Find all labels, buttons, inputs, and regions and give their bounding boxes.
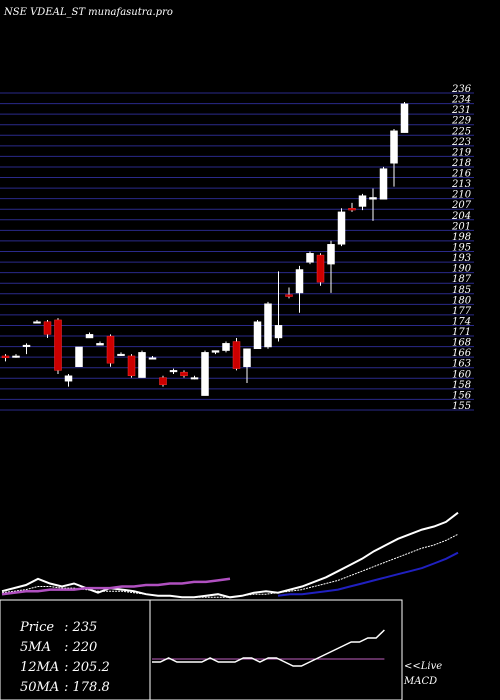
- y-tick-label: 163: [452, 359, 471, 370]
- y-tick-label: 216: [451, 169, 472, 180]
- candle-body: [85, 334, 94, 339]
- candle-body: [117, 353, 125, 356]
- ma5-label: 5MA: [20, 640, 51, 655]
- candle-body: [43, 321, 52, 335]
- candle-body: [169, 370, 178, 373]
- ma-line-ma_short: [1, 511, 459, 599]
- ma5-value: : 220: [64, 640, 97, 655]
- y-tick-label: 231: [451, 105, 471, 116]
- y-tick-label: 219: [451, 147, 472, 158]
- ma50-value: : 178.8: [64, 680, 110, 695]
- candle-body: [138, 352, 146, 378]
- y-tick-label: 198: [452, 232, 471, 243]
- price-value: : 235: [64, 620, 97, 635]
- candle-body: [12, 355, 20, 358]
- y-tick-label: 187: [452, 274, 472, 285]
- ma12-label: 12MA: [20, 660, 59, 675]
- y-tick-label: 225: [451, 126, 471, 137]
- candlesticks: [1, 102, 409, 396]
- y-tick-label: 218: [451, 158, 471, 169]
- y-tick-label: 207: [451, 200, 472, 211]
- y-tick-label: 158: [452, 380, 471, 391]
- candle-body: [295, 269, 304, 294]
- macd-line: [152, 629, 385, 667]
- candle-body: [201, 352, 209, 396]
- candle-body: [253, 321, 262, 350]
- macd-label: MACD: [403, 676, 437, 687]
- candle-body: [390, 130, 398, 164]
- macd-live-label: <<Live: [404, 661, 442, 672]
- y-tick-label: 210: [451, 190, 472, 201]
- ma50-label: 50MA: [20, 680, 59, 695]
- candle-body: [285, 294, 293, 297]
- candle-body: [64, 375, 73, 382]
- candle-body: [264, 303, 272, 348]
- y-tick-label: 193: [452, 253, 471, 264]
- ma-line-ma_long: [277, 551, 459, 597]
- y-tick-label: 155: [452, 401, 471, 412]
- y-tick-label: 180: [452, 295, 472, 306]
- candle-body: [33, 321, 41, 324]
- y-tick-label: 177: [452, 306, 472, 317]
- candle-body: [379, 168, 388, 200]
- y-tick-label: 229: [451, 116, 472, 127]
- y-tick-label: 156: [452, 390, 472, 401]
- price-axis-ticks: 2362342312292252232192182162132102072042…: [451, 84, 472, 412]
- y-tick-label: 234: [451, 95, 471, 106]
- chart-title: NSE VDEAL_ST munafasutra.pro: [3, 7, 173, 18]
- candle-body: [1, 355, 10, 359]
- y-tick-label: 171: [452, 327, 471, 338]
- candle-body: [148, 357, 157, 360]
- moving-averages: [1, 511, 459, 599]
- candle-body: [243, 348, 251, 368]
- candle-body: [274, 325, 283, 339]
- macd-panel: <<Live MACD: [149, 599, 442, 700]
- y-tick-label: 195: [452, 243, 471, 254]
- candle-body: [348, 208, 356, 211]
- y-tick-label: 168: [452, 338, 471, 349]
- candle-body: [96, 343, 104, 346]
- ma-line-ma_violet: [1, 577, 231, 596]
- y-tick-label: 166: [452, 348, 472, 359]
- candle-body: [180, 371, 188, 377]
- y-tick-label: 213: [451, 179, 471, 190]
- candle-body: [75, 346, 83, 368]
- candle-body: [358, 195, 367, 207]
- price-label: Price: [19, 620, 54, 635]
- candle-body: [127, 355, 136, 377]
- candle-body: [400, 103, 409, 133]
- candle-body: [337, 211, 346, 245]
- candle-body: [54, 319, 62, 371]
- y-tick-label: 174: [452, 316, 471, 327]
- candle-body: [306, 253, 314, 263]
- candle-body: [316, 254, 325, 283]
- y-tick-label: 223: [451, 137, 471, 148]
- y-tick-label: 185: [452, 285, 471, 296]
- candle-body: [369, 197, 377, 200]
- candle-body: [22, 344, 31, 347]
- candle-body: [222, 343, 230, 351]
- candle-body: [190, 377, 199, 380]
- candle-body: [327, 244, 335, 265]
- candle-body: [232, 341, 241, 369]
- macd-lines: [152, 629, 385, 667]
- candle-body: [211, 350, 220, 353]
- y-tick-label: 190: [452, 264, 472, 275]
- ma12-value: : 205.2: [64, 660, 110, 675]
- y-tick-label: 201: [451, 221, 471, 232]
- info-panel: Price : 235 5MA : 220 12MA : 205.2 50MA …: [0, 599, 151, 700]
- y-tick-label: 160: [452, 369, 472, 380]
- candle-body: [106, 335, 115, 364]
- candle-body: [159, 377, 167, 386]
- y-tick-label: 236: [451, 84, 472, 95]
- y-tick-label: 204: [451, 211, 471, 222]
